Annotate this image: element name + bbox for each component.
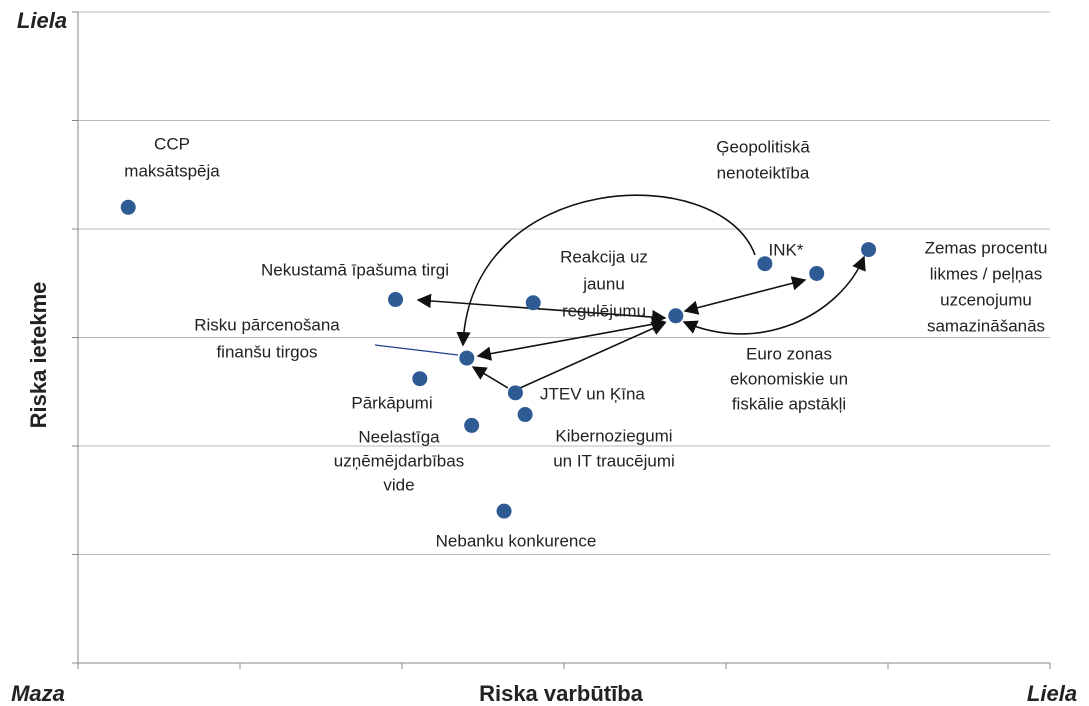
point bbox=[412, 371, 428, 387]
point-label: Zemas procentu bbox=[925, 238, 1048, 257]
leader-line bbox=[374, 344, 459, 356]
point-label: nenoteiktība bbox=[717, 163, 810, 182]
point bbox=[496, 503, 512, 519]
x-axis-title: Riska varbūtība bbox=[479, 681, 644, 706]
point-label: Pārkāpumi bbox=[351, 393, 432, 412]
corner-label: Liela bbox=[17, 8, 67, 33]
point-label: Reakcija uz bbox=[560, 247, 648, 266]
y-axis-title: Riska ietekme bbox=[26, 282, 51, 429]
arrow bbox=[519, 321, 667, 389]
point-label: regulējumu bbox=[562, 301, 646, 320]
point-label: ekonomiskie un bbox=[730, 369, 848, 388]
point-label: Euro zonas bbox=[746, 344, 832, 363]
point bbox=[809, 265, 825, 281]
point-label: CCP bbox=[154, 134, 190, 153]
point bbox=[668, 308, 684, 324]
point-label: jaunu bbox=[582, 274, 625, 293]
point-label: fiskālie apstākļi bbox=[732, 394, 846, 413]
point-label: likmes / peļņas bbox=[930, 264, 1042, 283]
point bbox=[464, 417, 480, 433]
point bbox=[525, 295, 541, 311]
axes bbox=[72, 11, 1051, 669]
arrow bbox=[682, 255, 866, 335]
corner-label: Maza bbox=[11, 681, 65, 706]
arrow bbox=[683, 276, 807, 315]
arrow bbox=[471, 366, 509, 389]
corner-label: Liela bbox=[1027, 681, 1077, 706]
point bbox=[861, 242, 877, 258]
arrows bbox=[374, 194, 866, 389]
point-label: samazināšanās bbox=[927, 316, 1045, 335]
point-label: Kibernoziegumi bbox=[555, 426, 672, 445]
point bbox=[120, 199, 136, 215]
point bbox=[459, 350, 475, 366]
arrow bbox=[456, 194, 756, 347]
point bbox=[757, 256, 773, 272]
point-label: uzņēmējdarbības bbox=[334, 451, 464, 470]
point-label: INK* bbox=[769, 240, 804, 259]
point-label: un IT traucējumi bbox=[553, 451, 675, 470]
point-label: Nekustamā īpašuma tirgi bbox=[261, 260, 449, 279]
point-label: uzcenojumu bbox=[940, 290, 1032, 309]
point bbox=[507, 385, 523, 401]
point-label: JTEV un Ķīna bbox=[540, 384, 645, 403]
points: CCP maksātspēja Nekustamā īpašuma tirgi Rea… bbox=[120, 134, 1048, 550]
point-label: Nebanku konkurence bbox=[436, 531, 597, 550]
point-label: Neelastīga bbox=[358, 427, 440, 446]
arrow bbox=[476, 317, 667, 361]
point-label: finanšu tirgos bbox=[216, 342, 317, 361]
point-label: vide bbox=[383, 475, 414, 494]
arrow bbox=[416, 293, 667, 325]
point bbox=[388, 292, 404, 308]
point-label: Ģeopolitiskā bbox=[716, 137, 810, 156]
point-label: Risku pārcenošana bbox=[194, 315, 340, 334]
point-label: maksātspēja bbox=[124, 161, 220, 180]
point bbox=[517, 407, 533, 423]
